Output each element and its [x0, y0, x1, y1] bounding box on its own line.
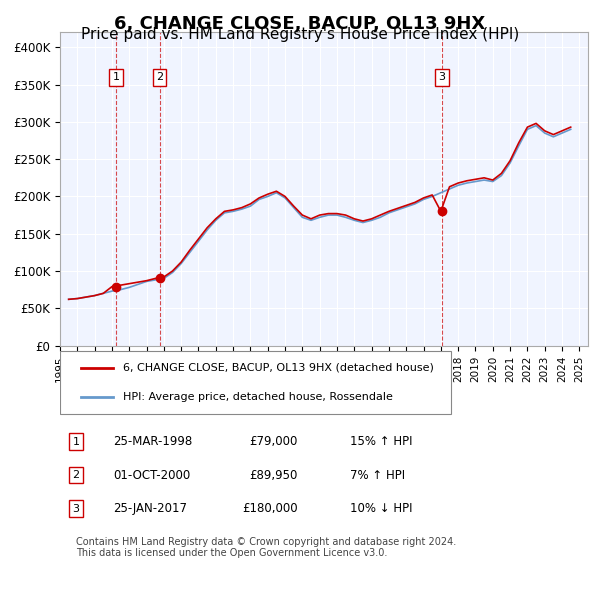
Text: £180,000: £180,000	[242, 502, 298, 515]
Text: 3: 3	[73, 504, 79, 514]
FancyBboxPatch shape	[60, 351, 451, 414]
Text: 10% ↓ HPI: 10% ↓ HPI	[350, 502, 413, 515]
Text: Contains HM Land Registry data © Crown copyright and database right 2024.
This d: Contains HM Land Registry data © Crown c…	[76, 536, 456, 558]
Text: 7% ↑ HPI: 7% ↑ HPI	[350, 468, 406, 481]
Text: 25-JAN-2017: 25-JAN-2017	[113, 502, 187, 515]
Text: 15% ↑ HPI: 15% ↑ HPI	[350, 435, 413, 448]
Text: Price paid vs. HM Land Registry's House Price Index (HPI): Price paid vs. HM Land Registry's House …	[81, 27, 519, 41]
Text: 2: 2	[156, 72, 163, 82]
Text: 1: 1	[112, 72, 119, 82]
Text: 6, CHANGE CLOSE, BACUP, OL13 9HX (detached house): 6, CHANGE CLOSE, BACUP, OL13 9HX (detach…	[124, 363, 434, 373]
Text: £79,000: £79,000	[249, 435, 298, 448]
Text: 6, CHANGE CLOSE, BACUP, OL13 9HX: 6, CHANGE CLOSE, BACUP, OL13 9HX	[115, 15, 485, 33]
Text: 1: 1	[73, 437, 79, 447]
Text: £89,950: £89,950	[249, 468, 298, 481]
Text: 01-OCT-2000: 01-OCT-2000	[113, 468, 190, 481]
Text: 2: 2	[72, 470, 79, 480]
Text: HPI: Average price, detached house, Rossendale: HPI: Average price, detached house, Ross…	[124, 392, 393, 402]
Text: 25-MAR-1998: 25-MAR-1998	[113, 435, 192, 448]
Text: 3: 3	[439, 72, 446, 82]
